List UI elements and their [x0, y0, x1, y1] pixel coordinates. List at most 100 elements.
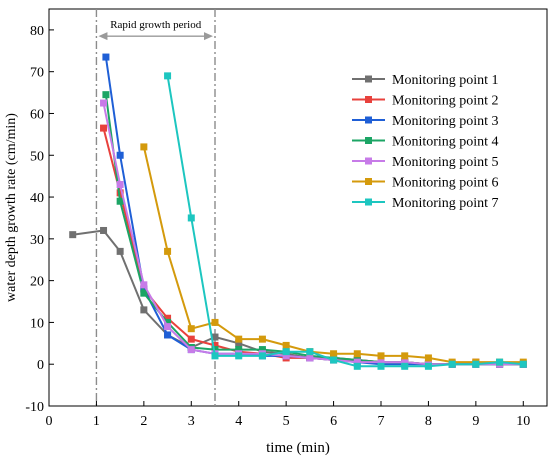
legend-swatch-marker — [365, 137, 372, 144]
data-point — [187, 325, 195, 333]
legend-item: Monitoring point 1 — [352, 73, 499, 88]
legend-item: Monitoring point 7 — [352, 196, 499, 211]
data-point — [187, 346, 195, 354]
x-tick-label: 2 — [140, 414, 147, 429]
data-point — [164, 72, 172, 80]
x-tick-label: 7 — [378, 414, 385, 429]
data-point — [69, 231, 77, 239]
data-point — [211, 318, 219, 326]
data-point — [472, 360, 480, 368]
rapid-growth-annotation: Rapid growth period — [95, 9, 216, 406]
x-tick-label: 9 — [472, 414, 479, 429]
series-line — [166, 75, 524, 368]
series-line — [72, 229, 524, 366]
data-point — [353, 350, 361, 358]
legend-item: Monitoring point 4 — [352, 135, 499, 150]
data-point — [116, 151, 124, 159]
data-point — [306, 348, 314, 356]
period-arrow-left-head — [98, 32, 108, 41]
legend-swatch-marker — [365, 75, 372, 83]
data-point — [235, 352, 243, 360]
data-point — [282, 348, 290, 356]
legend-swatch-marker — [365, 116, 372, 124]
data-point — [401, 358, 409, 366]
legend-swatch-marker — [365, 178, 372, 185]
x-tick-label: 3 — [188, 414, 195, 429]
legend: Monitoring point 1 Monitoring point 2 Moni… — [352, 73, 499, 211]
y-tick-label: 80 — [30, 24, 44, 39]
data-point — [258, 352, 266, 360]
data-point — [100, 99, 108, 107]
legend-label: Monitoring point 3 — [392, 114, 499, 129]
x-tick-label: 10 — [516, 414, 530, 429]
legend-swatch-marker — [365, 96, 372, 103]
data-point — [211, 346, 219, 354]
data-point — [116, 181, 124, 189]
data-point — [519, 360, 527, 368]
legend-item: Monitoring point 5 — [352, 155, 499, 170]
data-point — [102, 53, 110, 61]
y-tick-label: 70 — [30, 66, 44, 81]
data-point — [116, 197, 124, 205]
series-7 — [164, 72, 527, 370]
data-point — [140, 143, 148, 151]
data-point — [102, 91, 110, 99]
data-point — [401, 352, 409, 360]
data-point — [116, 247, 124, 255]
x-tick-label: 8 — [425, 414, 432, 429]
data-point — [258, 346, 266, 354]
y-tick-label: 50 — [30, 149, 44, 164]
data-point — [140, 285, 148, 293]
period-arrow-right-head — [204, 32, 213, 41]
data-point — [116, 189, 124, 197]
data-point — [235, 339, 243, 347]
data-point — [164, 323, 172, 331]
legend-label: Monitoring point 2 — [392, 94, 499, 109]
y-tick-label: 60 — [30, 107, 44, 122]
plot-border — [48, 8, 548, 407]
data-point — [235, 335, 243, 343]
x-tick-label: 0 — [46, 414, 53, 429]
rapid-growth-label: Rapid growth period — [110, 19, 202, 31]
data-point — [258, 335, 266, 343]
data-point — [424, 362, 432, 370]
data-point — [330, 350, 338, 358]
data-point — [424, 354, 432, 362]
plot-frame — [48, 8, 548, 407]
data-point — [164, 331, 172, 339]
data-point — [330, 356, 338, 364]
x-tick-label: 5 — [283, 414, 290, 429]
x-tick-label: 4 — [235, 414, 242, 429]
data-point — [211, 341, 219, 349]
data-point — [140, 306, 148, 314]
data-point — [211, 352, 219, 360]
data-point — [164, 247, 172, 255]
data-point — [164, 318, 172, 326]
legend-swatch-marker — [365, 198, 372, 206]
y-axis-title: water depth growth rate (cm/min) — [4, 113, 19, 302]
x-axis-title: time (min) — [266, 440, 330, 456]
data-point — [100, 124, 108, 132]
data-point — [140, 289, 148, 297]
y-tick-label: 30 — [30, 233, 44, 248]
legend-label: Monitoring point 5 — [392, 155, 499, 170]
legend-label: Monitoring point 1 — [392, 73, 499, 88]
data-point — [401, 362, 409, 370]
series-layer — [69, 53, 527, 370]
legend-item: Monitoring point 6 — [352, 176, 499, 191]
data-point — [187, 214, 195, 222]
legend-label: Monitoring point 4 — [392, 135, 499, 150]
data-point — [353, 358, 361, 366]
y-tick-label: 40 — [30, 191, 44, 206]
data-point — [377, 352, 385, 360]
x-tick-label: 6 — [330, 414, 337, 429]
data-point — [164, 314, 172, 322]
data-point — [211, 333, 219, 341]
x-tick-label: 1 — [93, 414, 100, 429]
legend-label: Monitoring point 7 — [392, 196, 499, 211]
data-point — [235, 346, 243, 354]
data-point — [353, 362, 361, 370]
series-1 — [69, 226, 527, 368]
